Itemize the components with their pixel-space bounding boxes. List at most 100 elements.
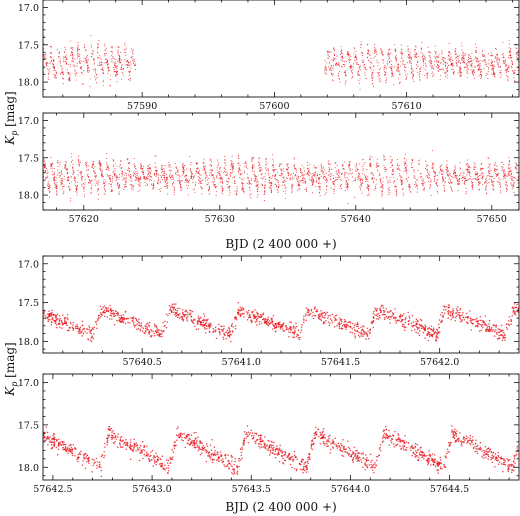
data-point <box>132 323 135 325</box>
data-point <box>328 57 330 59</box>
data-point <box>248 179 250 182</box>
data-point <box>193 177 195 179</box>
data-point <box>370 61 372 63</box>
data-point <box>305 319 308 322</box>
data-point <box>489 167 491 169</box>
data-point <box>358 163 360 165</box>
data-point <box>133 61 135 63</box>
data-point <box>365 175 367 177</box>
data-point <box>324 179 326 181</box>
data-point <box>392 73 394 76</box>
y-tick-label: 18.0 <box>18 78 39 89</box>
data-point <box>482 61 484 63</box>
data-point <box>442 171 444 173</box>
data-point <box>412 75 414 77</box>
data-point <box>312 177 314 179</box>
data-point <box>209 172 211 174</box>
data-point <box>344 65 346 67</box>
data-point <box>93 167 95 170</box>
data-point <box>46 68 48 70</box>
data-point <box>126 177 128 179</box>
data-point <box>246 173 248 175</box>
data-point <box>408 189 410 191</box>
data-point <box>436 179 438 181</box>
data-point <box>80 66 82 68</box>
data-point <box>344 72 346 74</box>
data-point <box>232 177 234 179</box>
data-point <box>270 192 272 194</box>
data-point <box>50 52 53 55</box>
data-point <box>508 164 510 166</box>
data-point <box>440 62 442 64</box>
data-point <box>400 184 403 186</box>
data-point <box>472 188 474 190</box>
data-point <box>378 69 380 71</box>
data-point <box>120 66 122 68</box>
data-point <box>435 58 437 60</box>
data-point <box>243 189 245 191</box>
data-point <box>212 174 214 176</box>
data-point <box>65 49 67 51</box>
data-point <box>202 179 204 181</box>
data-point <box>356 169 358 171</box>
data-point <box>68 179 70 181</box>
data-point <box>429 61 431 63</box>
data-point <box>150 330 153 332</box>
data-point <box>357 177 359 179</box>
data-point <box>75 73 77 75</box>
data-point <box>169 173 171 175</box>
data-point <box>194 191 196 193</box>
data-point <box>449 175 451 177</box>
data-point <box>502 166 504 168</box>
data-point <box>330 73 333 75</box>
data-point <box>300 329 303 331</box>
data-point <box>383 157 385 159</box>
data-point <box>166 177 168 179</box>
data-point <box>43 43 45 45</box>
data-point <box>364 63 366 66</box>
data-point <box>339 176 341 178</box>
data-point <box>496 333 498 335</box>
data-point <box>97 48 99 50</box>
data-point <box>108 182 110 185</box>
data-point <box>112 67 114 69</box>
data-point <box>359 82 361 84</box>
data-point <box>94 166 96 168</box>
data-point <box>161 335 163 338</box>
data-point <box>172 182 174 184</box>
data-point <box>66 58 68 60</box>
data-point <box>477 176 479 178</box>
data-point <box>235 194 237 196</box>
data-point <box>264 191 266 193</box>
data-point <box>134 166 136 168</box>
data-point <box>238 162 240 164</box>
data-point <box>77 155 80 157</box>
data-point <box>255 311 258 314</box>
data-point <box>366 333 368 336</box>
data-point <box>342 57 344 60</box>
data-point <box>381 186 383 188</box>
data-point <box>478 182 480 184</box>
data-point <box>424 74 426 77</box>
data-point <box>52 60 54 62</box>
data-point <box>171 184 173 186</box>
data-point <box>104 190 106 192</box>
data-point <box>83 46 85 48</box>
data-point <box>301 173 303 175</box>
data-point <box>256 183 258 185</box>
data-point <box>58 172 60 174</box>
data-point <box>498 61 500 63</box>
data-point <box>83 187 85 189</box>
data-point <box>129 179 131 181</box>
data-point <box>402 187 404 190</box>
data-point <box>407 45 409 47</box>
data-point <box>199 174 201 176</box>
data-point <box>336 179 339 181</box>
data-point <box>492 186 494 188</box>
data-point <box>510 182 512 184</box>
data-point <box>161 174 163 177</box>
data-point <box>414 175 416 177</box>
data-point <box>340 187 342 189</box>
data-point <box>127 66 129 68</box>
data-point <box>442 56 444 59</box>
